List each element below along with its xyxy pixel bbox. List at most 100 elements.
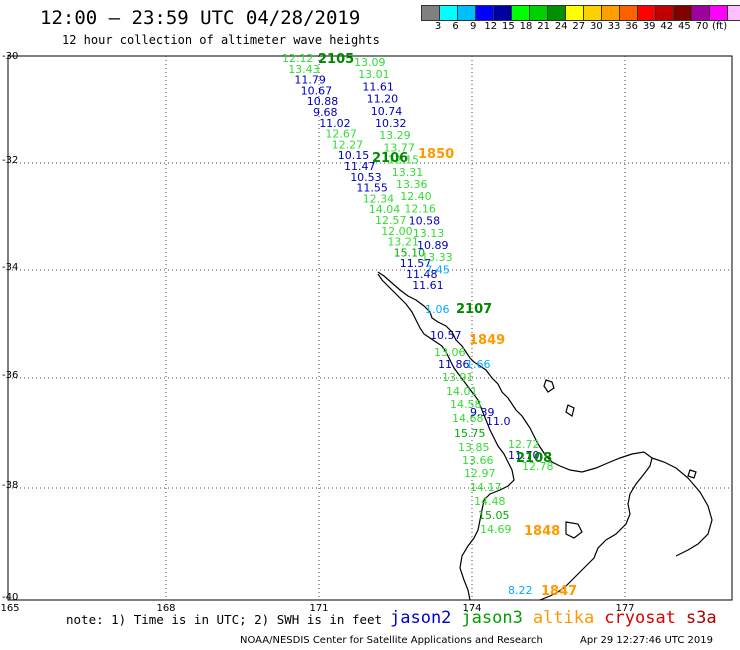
wave-height-value: 13.31	[392, 166, 424, 179]
pass-time-label: 2105	[318, 52, 354, 67]
color-scale-label: 6	[452, 21, 459, 32]
wave-height-value: 13.77	[383, 141, 415, 154]
satellite-legend-item: jason3	[461, 608, 523, 628]
color-scale-label: 18	[519, 21, 533, 32]
wave-height-value: 15.75	[454, 427, 486, 440]
wave-height-value: 14.68	[452, 412, 484, 425]
wave-height-value: 15.10	[394, 246, 426, 259]
wave-height-value: 14.04	[369, 203, 401, 216]
color-scale-legend	[421, 5, 740, 21]
pass-time-label: 1849	[469, 333, 505, 348]
latitude-label: -32	[2, 155, 18, 166]
wave-height-value: 15.05	[478, 509, 510, 522]
wave-height-value: 13.43	[288, 63, 320, 76]
wave-height-value: 10.15	[338, 149, 370, 162]
generated-timestamp: Apr 29 12:27:46 UTC 2019	[580, 635, 713, 646]
wave-height-value: 12.57	[375, 214, 407, 227]
wave-height-value: 12.40	[400, 190, 432, 203]
wave-height-value: 12.16	[404, 202, 436, 215]
wave-height-value: 10.67	[301, 84, 333, 97]
wave-height-value: 1.06	[425, 303, 450, 316]
wave-height-value: 13.09	[354, 56, 386, 69]
color-scale-label: 3	[434, 21, 442, 32]
color-scale-label: 21	[537, 21, 550, 32]
wave-height-value: 12.67	[325, 128, 357, 141]
island-2	[565, 404, 575, 417]
wave-height-value: 12.78	[522, 460, 554, 473]
wave-height-value: 12.72	[508, 438, 540, 451]
color-scale-label: 15	[502, 21, 515, 32]
north-island-coast	[377, 271, 653, 601]
color-scale-label: 42	[660, 21, 674, 32]
island-1	[543, 379, 555, 393]
pass-time-label: 1848	[524, 524, 560, 539]
wave-height-value: 11.86	[438, 358, 470, 371]
color-scale-label: 30	[590, 21, 603, 32]
wave-height-value: 10.57	[430, 329, 462, 342]
wave-height-value: 10.88	[307, 95, 339, 108]
island-3	[565, 521, 583, 539]
wave-height-value: 9.68	[313, 106, 338, 119]
wave-height-value: 11.0	[486, 415, 511, 428]
latitude-label: -30	[2, 51, 18, 62]
wave-height-value: 11.55	[356, 182, 388, 195]
longitude-label: 168	[156, 603, 175, 614]
wave-height-value: 11.47	[344, 160, 376, 173]
satellite-legend: jason2 jason3 altika cryosat s3a	[390, 608, 727, 628]
wave-height-value: 13.85	[458, 441, 490, 454]
wave-height-value: 11.57	[400, 257, 432, 270]
wave-height-value: 14.48	[474, 495, 506, 508]
pass-time-label: 1847	[541, 584, 577, 599]
color-scale-label: 33	[607, 21, 621, 32]
wave-height-value: 12.27	[332, 138, 364, 151]
wave-height-value: 12.34	[363, 192, 395, 205]
wave-height-value: 10.32	[375, 117, 407, 130]
wave-height-value: 13.66	[462, 454, 494, 467]
wave-height-value: 11.02	[319, 117, 351, 130]
footnote: note: 1) Time is in UTC; 2) SWH is in fe…	[66, 612, 383, 627]
latitude-label: -36	[2, 370, 18, 381]
satellite-legend-item: cryosat	[604, 608, 676, 628]
color-scale-label: 12	[484, 21, 498, 32]
pass-time-label: 2107	[456, 302, 492, 317]
color-scale-labels: 3 6 9 12 15 18 21 24 27 30 33 36 39 42 45 70 (ft)	[422, 21, 740, 35]
wave-height-value: 11.20	[367, 93, 399, 106]
longitude-label: 174	[462, 603, 481, 614]
satellite-legend-item: s3a	[685, 608, 717, 628]
longitude-labels: 165 168 171 174 177	[0, 603, 634, 614]
wave-height-values: 12.1213.4311.7910.6710.889.6811.0212.671…	[282, 52, 554, 597]
plot-frame	[7, 55, 733, 601]
wave-height-value: 11.48	[406, 268, 438, 281]
wave-height-value: 11.70	[508, 449, 540, 462]
map-title: 12:00 — 23:59 UTC 04/28/2019	[40, 7, 361, 29]
wave-height-value: 13.29	[379, 129, 411, 142]
pass-time-labels: 2105 2106 1850 2107 1849 2108 1848 1847	[318, 52, 577, 599]
wave-height-value: 10.53	[350, 171, 382, 184]
latitude-label: -40	[2, 592, 18, 603]
pass-time-label: 1850	[418, 147, 454, 162]
longitude-label: 171	[309, 603, 328, 614]
wave-height-value: 14.69	[480, 523, 512, 536]
color-scale-label: 70	[695, 21, 709, 32]
color-scale-label: 39	[642, 21, 656, 32]
pass-time-label: 2106	[372, 151, 408, 166]
wave-height-value: 14.17	[470, 481, 502, 494]
wave-height-value: 1.66	[466, 358, 491, 371]
wave-height-value: 13.21	[387, 236, 419, 249]
wave-height-value: 13.06	[434, 346, 466, 359]
wave-height-value: 12.97	[464, 467, 496, 480]
satellite-legend-item: altika	[532, 608, 595, 628]
wave-height-value: 8.22	[508, 584, 533, 597]
grid-lines	[8, 56, 732, 600]
wave-height-value: 10.89	[417, 239, 449, 252]
color-scale-label: (ft)	[712, 21, 728, 32]
color-scale-label: 45	[678, 21, 691, 32]
longitude-label: 165	[0, 603, 19, 614]
wave-height-value: 14.58	[450, 398, 482, 411]
color-scale-label: 27	[572, 21, 586, 32]
wave-height-value: 11.61	[412, 279, 444, 292]
wave-height-value: 9.39	[470, 406, 495, 419]
wave-height-value: 13.01	[358, 68, 390, 81]
